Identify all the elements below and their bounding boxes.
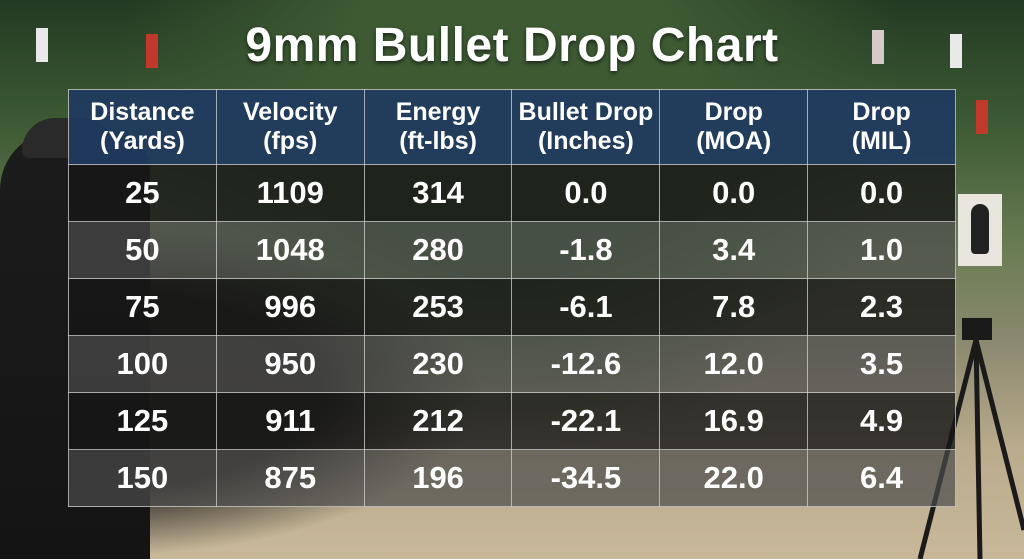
cell-energy: 280	[363, 221, 513, 279]
cell-energy: 253	[363, 278, 513, 336]
table-row: 125 911 212 -22.1 16.9 4.9	[68, 392, 956, 450]
cell-drop-moa: 16.9	[659, 392, 809, 450]
range-flag	[36, 28, 48, 62]
column-header-energy: Energy (ft-lbs)	[363, 89, 513, 165]
cell-velocity: 1109	[215, 164, 365, 222]
range-flag	[950, 34, 962, 68]
cell-drop-mil: 4.9	[807, 392, 956, 450]
cell-drop-mil: 0.0	[807, 164, 956, 222]
cell-energy: 212	[363, 392, 513, 450]
cell-drop-moa: 12.0	[659, 335, 809, 393]
cell-bullet-drop: -12.6	[511, 335, 661, 393]
cell-drop-mil: 1.0	[807, 221, 956, 279]
chart-title: 9mm Bullet Drop Chart	[245, 19, 779, 72]
cell-drop-mil: 6.4	[807, 449, 956, 507]
column-header-drop-moa: Drop (MOA)	[659, 89, 809, 165]
column-header-distance: Distance (Yards)	[68, 89, 217, 165]
cell-velocity: 996	[215, 278, 365, 336]
cell-drop-moa: 22.0	[659, 449, 809, 507]
range-target	[958, 194, 1002, 266]
data-table: Distance (Yards) Velocity (fps) Energy (ft-…	[68, 89, 956, 507]
cell-distance: 50	[68, 221, 217, 279]
bullet-drop-table: Distance (Yards) Velocity (fps) Energy (ft-…	[68, 89, 956, 507]
header-row: Distance (Yards) Velocity (fps) Energy (ft-…	[68, 89, 956, 165]
cell-drop-mil: 2.3	[807, 278, 956, 336]
cell-distance: 25	[68, 164, 217, 222]
cell-energy: 230	[363, 335, 513, 393]
cell-velocity: 911	[215, 392, 365, 450]
cell-distance: 100	[68, 335, 217, 393]
cell-drop-moa: 3.4	[659, 221, 809, 279]
cell-bullet-drop: -1.8	[511, 221, 661, 279]
table-row: 100 950 230 -12.6 12.0 3.5	[68, 335, 956, 393]
column-header-bullet-drop: Bullet Drop (Inches)	[511, 89, 661, 165]
cell-drop-mil: 3.5	[807, 335, 956, 393]
cell-bullet-drop: -6.1	[511, 278, 661, 336]
range-flag	[146, 34, 158, 68]
cell-velocity: 950	[215, 335, 365, 393]
cell-energy: 196	[363, 449, 513, 507]
table-row: 150 875 196 -34.5 22.0 6.4	[68, 449, 956, 507]
cell-distance: 75	[68, 278, 217, 336]
range-flag	[976, 100, 988, 134]
cell-distance: 125	[68, 392, 217, 450]
cell-velocity: 1048	[215, 221, 365, 279]
cell-drop-moa: 0.0	[659, 164, 809, 222]
cell-distance: 150	[68, 449, 217, 507]
table-row: 75 996 253 -6.1 7.8 2.3	[68, 278, 956, 336]
cell-bullet-drop: -22.1	[511, 392, 661, 450]
cell-bullet-drop: -34.5	[511, 449, 661, 507]
cell-velocity: 875	[215, 449, 365, 507]
column-header-velocity: Velocity (fps)	[215, 89, 365, 165]
cell-bullet-drop: 0.0	[511, 164, 661, 222]
table-row: 25 1109 314 0.0 0.0 0.0	[68, 164, 956, 222]
cell-energy: 314	[363, 164, 513, 222]
cell-drop-moa: 7.8	[659, 278, 809, 336]
range-flag	[872, 30, 884, 64]
column-header-drop-mil: Drop (MIL)	[807, 89, 956, 165]
table-row: 50 1048 280 -1.8 3.4 1.0	[68, 221, 956, 279]
